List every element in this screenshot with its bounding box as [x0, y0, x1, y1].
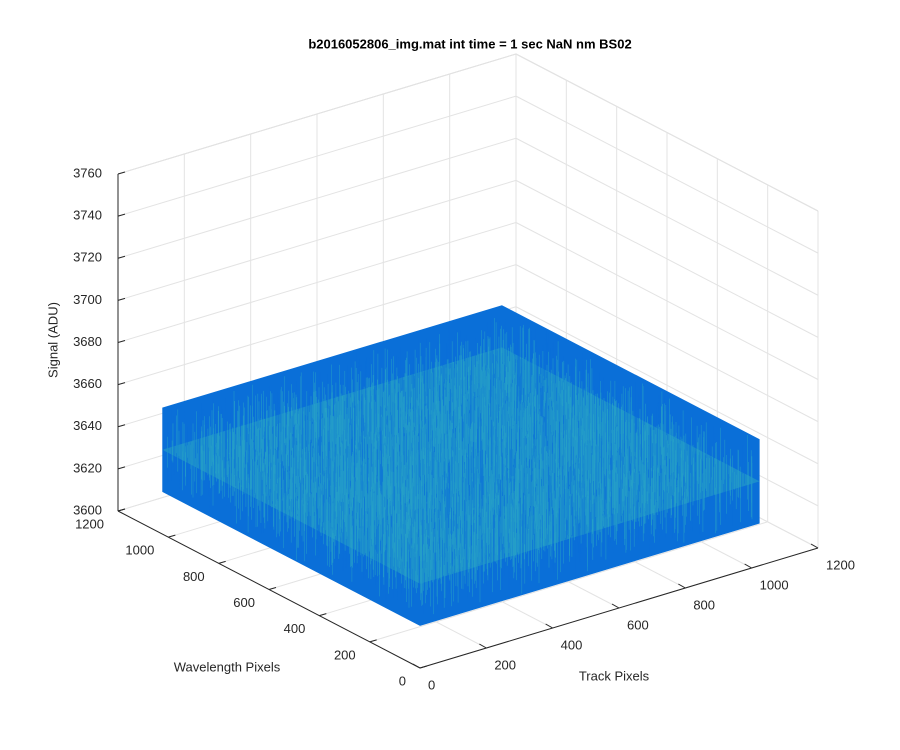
grid-line — [117, 137, 517, 259]
tick-mark — [419, 665, 428, 669]
x-tick-label: 1200 — [826, 557, 855, 572]
y-tick-label: 800 — [183, 569, 205, 584]
tick-mark — [117, 340, 126, 343]
noise-texture — [163, 317, 753, 615]
y-axis-label: Wavelength Pixels — [174, 659, 281, 674]
tick-mark — [117, 213, 126, 217]
grid-line — [515, 264, 819, 423]
tick-mark — [117, 382, 126, 386]
z-tick-label: 3740 — [73, 208, 102, 223]
tick-mark — [168, 534, 176, 538]
grid-line — [117, 95, 517, 217]
grid-line — [515, 137, 819, 296]
x-axis-label: Track Pixels — [579, 668, 650, 683]
x-tick-label: 1000 — [760, 577, 789, 592]
tick-mark — [117, 466, 126, 470]
grid-line — [117, 179, 517, 301]
x-tick-label: 400 — [561, 637, 583, 652]
tick-mark — [268, 587, 277, 590]
z-tick-label: 3640 — [73, 418, 102, 433]
tick-mark — [117, 171, 126, 175]
z-tick-label: 3600 — [73, 502, 102, 517]
axes-layer: 3600 3620 3640 3660 3680 3700 3720 3740 3760 0 200… — [73, 165, 855, 692]
tick-mark — [369, 639, 377, 643]
y-tick-label: 1200 — [75, 516, 104, 531]
z-tick-label: 3660 — [73, 376, 102, 391]
z-tick-label: 3720 — [73, 250, 102, 265]
x-tick-label: 600 — [627, 617, 649, 632]
z-tick-label: 3760 — [73, 165, 102, 180]
z-tick-label: 3700 — [73, 292, 102, 307]
grid-line — [117, 222, 517, 343]
grid-line — [515, 222, 819, 380]
grid-line — [117, 264, 517, 386]
tick-mark — [117, 424, 126, 428]
grid-line — [117, 53, 517, 175]
tick-mark — [545, 623, 553, 629]
noise-strokes — [167, 318, 753, 615]
x-tick-label: 0 — [428, 677, 435, 692]
tick-mark — [412, 663, 421, 669]
tick-mark — [744, 563, 752, 569]
surface-layer — [162, 305, 760, 626]
z-axis-label: Signal (ADU) — [45, 302, 60, 378]
x-tick-label: 200 — [494, 657, 516, 672]
tick-mark — [117, 508, 126, 512]
y-tick-label: 200 — [334, 647, 356, 662]
y-tick-label: 600 — [233, 595, 255, 610]
y-tick-label: 0 — [399, 673, 406, 688]
tick-mark — [611, 603, 620, 609]
tick-mark — [678, 583, 686, 589]
z-tick-label: 3620 — [73, 460, 102, 475]
chart-title: b2016052806_img.mat int time = 1 sec NaN… — [308, 36, 631, 51]
grid-line — [515, 95, 819, 254]
y-tick-label: 1000 — [125, 543, 154, 558]
tick-mark — [479, 643, 487, 649]
grid-line — [515, 179, 819, 338]
grid-line — [515, 306, 819, 465]
y-tick-label: 400 — [284, 621, 306, 636]
tick-mark — [117, 255, 126, 259]
tick-mark — [218, 560, 226, 564]
tick-mark — [810, 543, 819, 549]
grid-line — [515, 53, 819, 212]
grid-line — [369, 521, 768, 643]
z-tick-label: 3680 — [73, 334, 102, 349]
x-tick-label: 800 — [693, 597, 715, 612]
tick-mark — [319, 613, 327, 617]
tick-mark — [117, 297, 126, 301]
